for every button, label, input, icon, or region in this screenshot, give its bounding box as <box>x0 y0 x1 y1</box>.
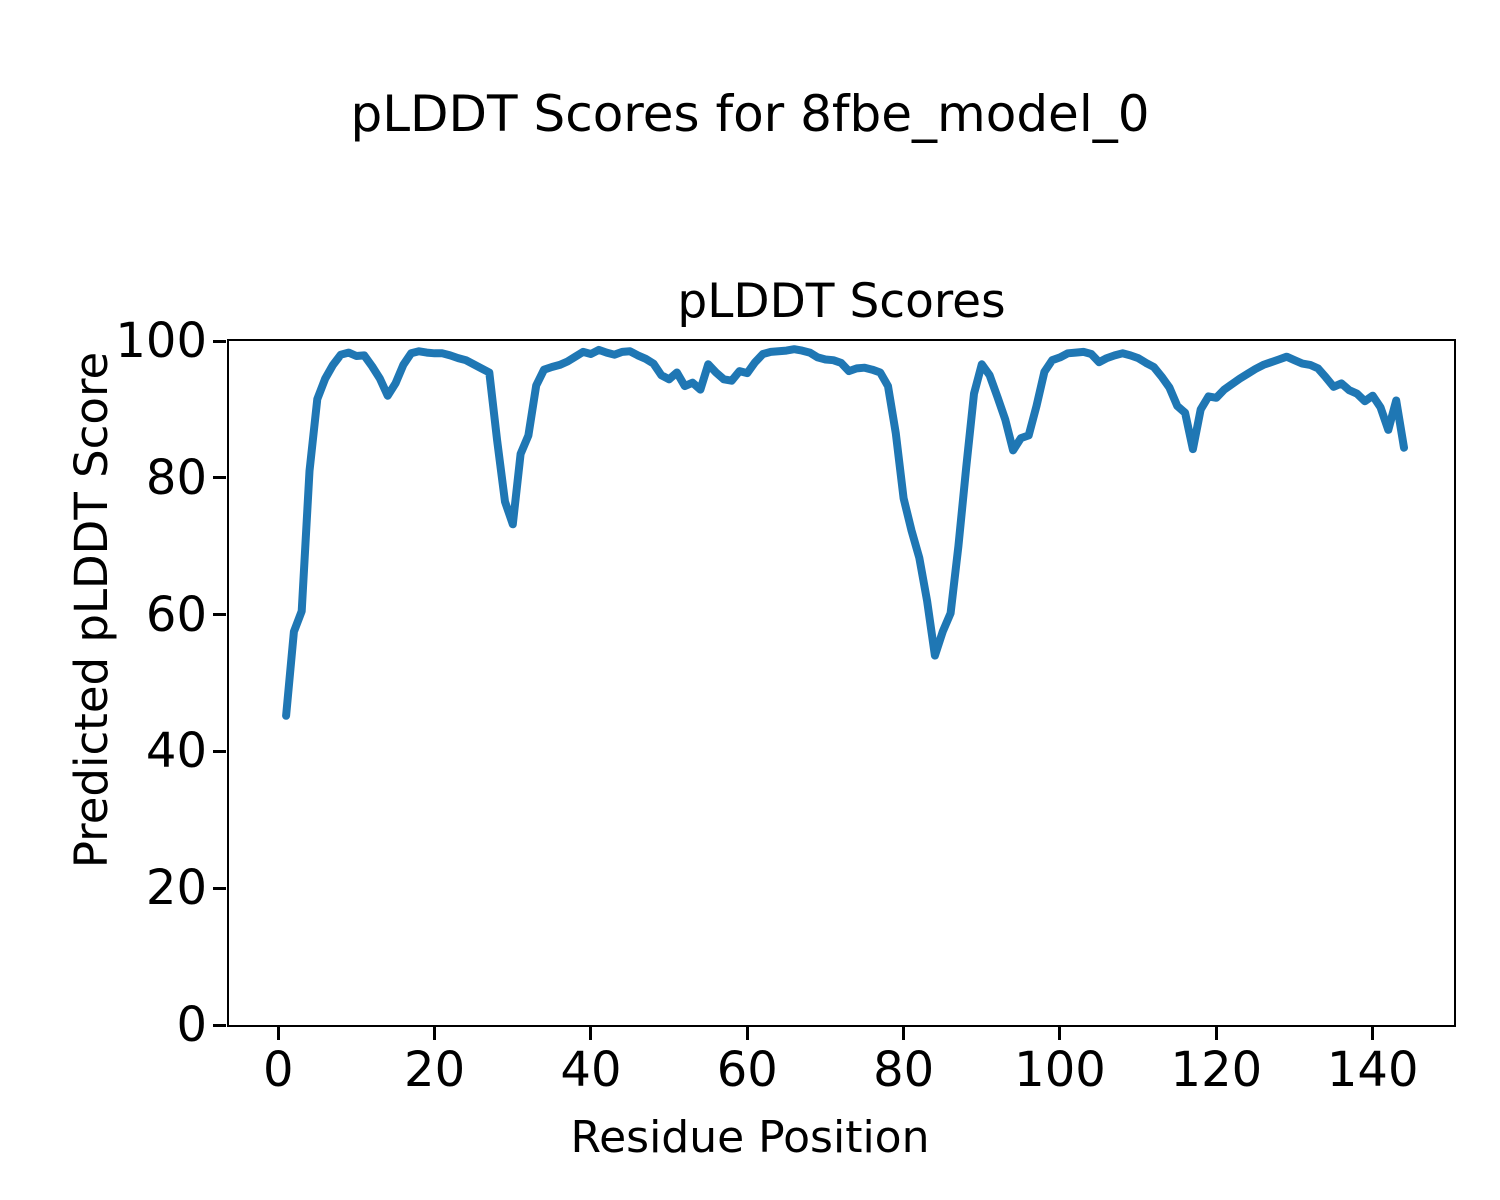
axes-title: pLDDT Scores <box>677 274 1006 329</box>
y-tick-mark <box>213 339 226 343</box>
x-tick-mark <box>1058 1027 1062 1040</box>
x-tick-mark <box>902 1027 906 1040</box>
x-tick-mark <box>745 1027 749 1040</box>
y-tick-mark <box>213 613 226 617</box>
x-tick-label: 20 <box>404 1042 466 1098</box>
x-tick-label: 60 <box>716 1042 778 1098</box>
x-tick-label: 40 <box>560 1042 622 1098</box>
x-tick-mark <box>1214 1027 1218 1040</box>
y-tick-mark <box>213 886 226 890</box>
y-tick-label: 0 <box>176 997 207 1053</box>
x-tick-label: 80 <box>873 1042 935 1098</box>
y-tick-label: 80 <box>145 449 207 506</box>
y-tick-mark <box>213 1023 226 1027</box>
y-tick-label: 100 <box>115 313 207 369</box>
x-tick-mark <box>1371 1027 1375 1040</box>
x-tick-mark <box>433 1027 437 1040</box>
plddt-line-chart <box>281 344 1408 720</box>
y-tick-label: 60 <box>145 586 207 643</box>
x-tick-label: 0 <box>262 1042 294 1098</box>
x-axis-label: Residue Position <box>570 1112 930 1163</box>
y-tick-mark <box>213 749 226 753</box>
y-tick-label: 40 <box>145 723 207 780</box>
plot-area <box>226 338 1456 1027</box>
y-tick-mark <box>213 476 226 480</box>
x-tick-mark <box>276 1027 280 1040</box>
x-tick-label: 120 <box>1170 1042 1263 1098</box>
figure-suptitle: pLDDT Scores for 8fbe_model_0 <box>350 85 1150 143</box>
y-tick-label: 20 <box>145 860 207 917</box>
x-tick-label: 140 <box>1326 1042 1419 1098</box>
x-tick-mark <box>589 1027 593 1040</box>
plddt-line <box>281 344 1408 720</box>
x-tick-label: 100 <box>1014 1042 1106 1098</box>
